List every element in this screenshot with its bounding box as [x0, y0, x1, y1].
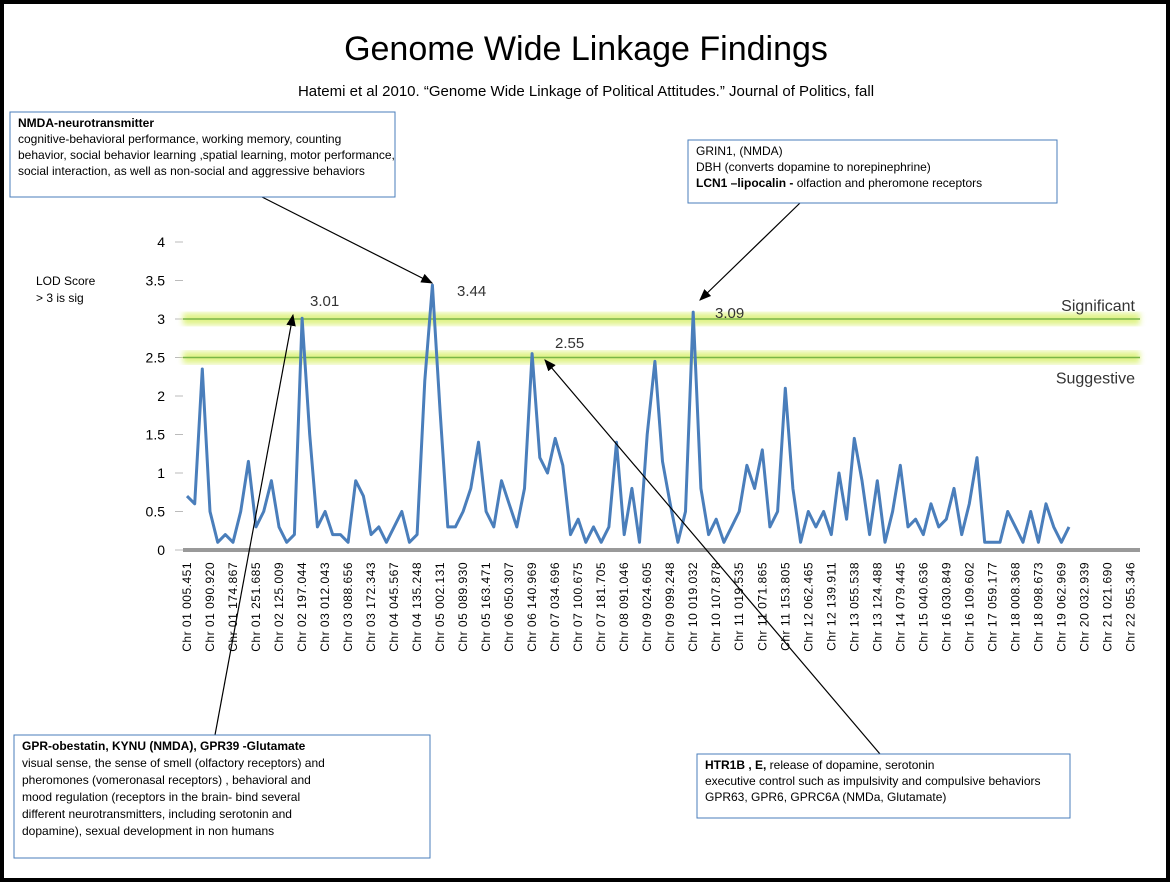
x-tick-label: Chr 19 062.969 [1054, 562, 1068, 652]
annotation-bold: NMDA-neurotransmitter [18, 116, 154, 130]
arrow [261, 196, 434, 284]
annotation-line: social interaction, as well as non-socia… [18, 164, 365, 178]
x-tick-label: Chr 05 089.930 [456, 562, 470, 652]
threshold-label: Suggestive [1056, 371, 1135, 388]
annotation-line: HTR1B , E, release of dopamine, serotoni… [705, 758, 934, 772]
x-tick-label: Chr 05 002.131 [433, 562, 447, 652]
annotation-box [9, 111, 396, 198]
y-tick-label: 3 [157, 311, 165, 327]
x-tick-label: Chr 01 251.685 [249, 562, 263, 652]
x-tick-label: Chr 07 034.696 [548, 562, 562, 652]
x-tick-label: Chr 22 055.346 [1123, 562, 1137, 652]
peak-label: 3.44 [457, 283, 486, 300]
x-tick-label: Chr 11 019.535 [732, 562, 746, 651]
y-tick-label: 3.5 [146, 273, 166, 289]
x-tick-label: Chr 14 079.445 [893, 562, 907, 652]
x-tick-label: Chr 17 059.177 [985, 562, 999, 652]
annotation-bold: HTR1B , E, [705, 758, 766, 772]
x-tick-label: Chr 09 099.248 [663, 562, 677, 652]
x-tick-label: Chr 04 135.248 [410, 562, 424, 652]
threshold-label: Significant [1061, 298, 1135, 315]
annotation-line: NMDA-neurotransmitter [18, 116, 154, 130]
x-tick-label: Chr 02 197.044 [295, 562, 309, 652]
x-tick-label: Chr 16 030.849 [939, 562, 953, 652]
y-tick-label: 0 [157, 542, 165, 558]
x-tick-label: Chr 09 024.605 [640, 562, 654, 652]
x-tick-label: Chr 12 139.911 [824, 562, 838, 651]
annotation-text: release of dopamine, serotonin [766, 758, 934, 772]
arrow [214, 313, 296, 736]
annotation-line: dopamine), sexual development in non hum… [22, 824, 274, 838]
subtitle: Hatemi et al 2010. “Genome Wide Linkage … [298, 83, 874, 100]
title: Genome Wide Linkage Findings [344, 30, 828, 68]
x-tick-label: Chr 01 090.920 [203, 562, 217, 652]
annotation-line: DBH (converts dopamine to norepinephrine… [696, 160, 931, 174]
annotation-line: pheromones (vomeronasal receptors) , beh… [22, 773, 311, 787]
x-tick-label: Chr 11 153.805 [778, 562, 792, 651]
x-tick-label: Chr 07 100.675 [571, 562, 585, 652]
annotation-line: cognitive-behavioral performance, workin… [18, 132, 341, 146]
arrow [544, 359, 881, 755]
x-tick-label: Chr 18 098.673 [1031, 562, 1045, 652]
annotation-bold: LCN1 –lipocalin - [696, 176, 793, 190]
x-tick-label: Chr 11 071.865 [755, 562, 769, 651]
x-tick-label: Chr 01 174.867 [226, 562, 240, 652]
x-tick-label: Chr 08 091.046 [617, 562, 631, 652]
x-tick-label: Chr 12 062.465 [801, 562, 815, 652]
annotation-box [696, 753, 1071, 819]
x-tick-label: Chr 05 163.471 [479, 562, 493, 652]
annotation-line: mood regulation (receptors in the brain-… [22, 790, 300, 804]
annotation-line: different neurotransmitters, including s… [22, 807, 292, 821]
x-tick-label: Chr 18 008.368 [1008, 562, 1022, 652]
annotation-box [13, 734, 431, 859]
peak-label: 3.01 [310, 293, 339, 310]
x-tick-label: Chr 13 055.538 [847, 562, 861, 652]
annotation-line: visual sense, the sense of smell (olfact… [22, 756, 325, 770]
x-tick-label: Chr 04 045.567 [387, 562, 401, 652]
y-tick-label: 2 [157, 388, 165, 404]
x-tick-label: Chr 21 021.690 [1100, 562, 1114, 652]
x-tick-label: Chr 06 050.307 [502, 562, 516, 652]
y-label: LOD Score [36, 274, 96, 288]
annotation-line: GRIN1, (NMDA) [696, 144, 783, 158]
peak-label: 3.09 [715, 305, 744, 322]
lod-line [185, 283, 1071, 544]
x-tick-label: Chr 06 140.969 [525, 562, 539, 652]
x-tick-label: Chr 03 088.656 [341, 562, 355, 652]
x-tick-label: Chr 03 172.343 [364, 562, 378, 652]
y-tick-label: 1.5 [146, 427, 166, 443]
x-tick-label: Chr 07 181.705 [594, 562, 608, 652]
annotation-line: GPR-obestatin, KYNU (NMDA), GPR39 -Gluta… [22, 739, 306, 753]
y-tick-label: 4 [157, 234, 165, 250]
annotation-line: LCN1 –lipocalin - olfaction and pheromon… [696, 176, 982, 190]
x-tick-label: Chr 01 005.451 [180, 562, 194, 652]
y-tick-label: 0.5 [146, 504, 166, 520]
y-label: > 3 is sig [36, 291, 84, 305]
x-tick-label: Chr 02 125.009 [272, 562, 286, 652]
arrow [699, 202, 801, 301]
x-tick-label: Chr 20 032.939 [1077, 562, 1091, 652]
y-tick-label: 1 [157, 465, 165, 481]
annotation-line: executive control such as impulsivity an… [705, 774, 1041, 788]
x-tick-label: Chr 15 040.636 [916, 562, 930, 652]
annotation-line: behavior, social behavior learning ,spat… [18, 148, 395, 162]
x-tick-label: Chr 03 012.043 [318, 562, 332, 652]
y-tick-label: 2.5 [146, 350, 166, 366]
x-tick-label: Chr 16 109.602 [962, 562, 976, 652]
annotation-box [687, 139, 1058, 204]
annotation-line: GPR63, GPR6, GPRC6A (NMDa, Glutamate) [705, 790, 946, 804]
x-tick-label: Chr 10 107.878 [709, 562, 723, 652]
x-tick-label: Chr 13 124.488 [870, 562, 884, 652]
annotation-bold: GPR-obestatin, KYNU (NMDA), GPR39 -Gluta… [22, 739, 306, 753]
annotation-text: olfaction and pheromone receptors [793, 176, 982, 190]
x-tick-label: Chr 10 019.032 [686, 562, 700, 652]
peak-label: 2.55 [555, 335, 584, 352]
